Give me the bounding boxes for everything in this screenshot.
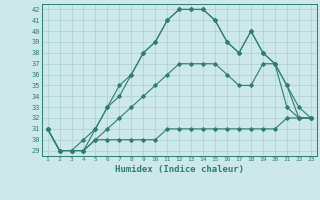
X-axis label: Humidex (Indice chaleur): Humidex (Indice chaleur): [115, 165, 244, 174]
